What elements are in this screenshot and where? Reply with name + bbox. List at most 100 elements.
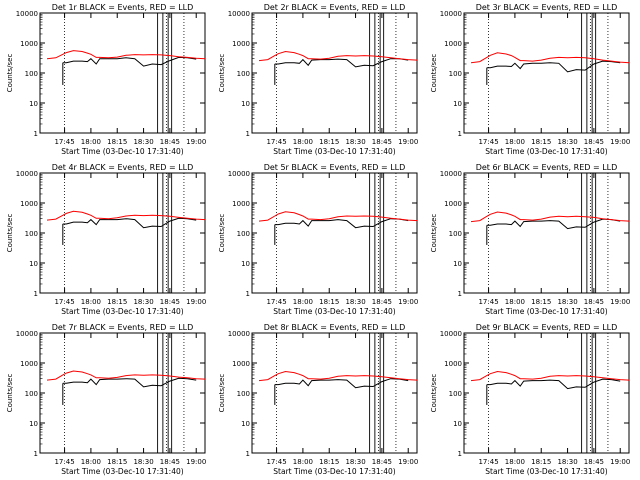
x-tick-label: 17:45 — [54, 298, 74, 306]
y-tick-label: 100 — [449, 70, 462, 78]
lld-series-line — [46, 210, 206, 221]
x-tick-label: 18:30 — [345, 298, 365, 306]
x-tick-label: 18:15 — [107, 458, 127, 466]
y-tick-label: 10000 — [16, 10, 38, 18]
x-tick-label: 19:00 — [398, 138, 418, 146]
x-tick-label: 18:00 — [293, 298, 313, 306]
x-tick-label: 18:30 — [557, 458, 577, 466]
x-tick-label: 19:00 — [398, 298, 418, 306]
gap-bar — [157, 172, 164, 294]
y-tick-label: 1000 — [232, 360, 250, 368]
gap-bar — [581, 332, 588, 454]
x-tick-label: 19:00 — [610, 298, 630, 306]
y-axis-label: Counts/sec — [218, 214, 226, 253]
lld-series-line — [470, 211, 630, 223]
panel-title: Det 1r BLACK = Events, RED = LLD — [52, 3, 194, 12]
y-axis-label: Counts/sec — [430, 374, 438, 413]
x-tick-label: 18:00 — [81, 298, 101, 306]
events-series-line — [62, 217, 197, 229]
events-series-line — [486, 60, 621, 73]
y-tick-label: 100 — [237, 230, 250, 238]
y-tick-label: 1 — [458, 450, 462, 458]
y-tick-label: 10000 — [228, 170, 250, 178]
y-tick-label: 100 — [449, 230, 462, 238]
y-tick-label: 100 — [449, 390, 462, 398]
x-tick-label: 19:00 — [186, 138, 206, 146]
gap-bar — [379, 172, 385, 294]
detector-panel: Det 6r BLACK = Events, RED = LLD 1 10 100 10… — [430, 163, 630, 316]
y-axis-label: Counts/sec — [430, 214, 438, 253]
detector-panel: Det 1r BLACK = Events, RED = LLD 1 10 100 10… — [6, 3, 206, 156]
x-axis-label: Start Time (03-Dec-10 17:31:40) — [485, 147, 607, 156]
gap-bar — [369, 332, 376, 454]
x-tick-label: 17:45 — [54, 138, 74, 146]
y-tick-label: 10000 — [440, 170, 462, 178]
events-series-line — [62, 56, 197, 67]
x-tick-label: 18:30 — [557, 298, 577, 306]
x-tick-label: 18:45 — [584, 298, 604, 306]
y-tick-label: 10 — [453, 260, 462, 268]
x-tick-label: 17:45 — [478, 138, 498, 146]
y-axis-label: Counts/sec — [218, 374, 226, 413]
y-tick-label: 1 — [34, 290, 38, 298]
gap-bar — [167, 12, 173, 134]
lld-series-line — [258, 370, 418, 382]
y-tick-label: 1 — [246, 130, 250, 138]
lld-series-line — [46, 370, 206, 381]
x-tick-label: 19:00 — [610, 458, 630, 466]
y-tick-label: 10000 — [228, 10, 250, 18]
x-tick-label: 18:30 — [557, 138, 577, 146]
panel-title: Det 5r BLACK = Events, RED = LLD — [264, 163, 406, 172]
y-axis-label: Counts/sec — [6, 374, 14, 413]
lld-series-line — [258, 50, 418, 62]
x-axis-label: Start Time (03-Dec-10 17:31:40) — [485, 467, 607, 476]
y-tick-label: 10 — [453, 420, 462, 428]
gap-bar — [581, 172, 588, 294]
panel-title: Det 4r BLACK = Events, RED = LLD — [52, 163, 194, 172]
y-tick-label: 10000 — [440, 10, 462, 18]
y-tick-label: 100 — [25, 230, 38, 238]
events-series-line — [274, 58, 409, 68]
y-tick-label: 1000 — [444, 200, 462, 208]
x-tick-label: 18:30 — [133, 458, 153, 466]
gap-bar — [369, 12, 376, 134]
gap-bar — [157, 12, 164, 134]
x-tick-label: 18:15 — [531, 458, 551, 466]
x-tick-label: 18:00 — [505, 458, 525, 466]
y-tick-label: 10 — [241, 420, 250, 428]
y-tick-label: 100 — [25, 70, 38, 78]
y-tick-label: 10 — [241, 100, 250, 108]
x-tick-label: 18:15 — [531, 138, 551, 146]
x-tick-label: 18:00 — [81, 138, 101, 146]
lld-series-line — [258, 211, 418, 222]
x-tick-label: 18:15 — [531, 298, 551, 306]
y-axis-label: Counts/sec — [218, 54, 226, 93]
y-tick-label: 1000 — [20, 200, 38, 208]
x-tick-label: 18:30 — [133, 298, 153, 306]
y-axis-label: Counts/sec — [6, 54, 14, 93]
y-axis-label: Counts/sec — [6, 214, 14, 253]
x-tick-label: 18:15 — [319, 298, 339, 306]
x-axis-label: Start Time (03-Dec-10 17:31:40) — [61, 467, 183, 476]
x-tick-label: 18:45 — [372, 298, 392, 306]
gap-bar — [369, 172, 376, 294]
events-series-line — [62, 377, 197, 388]
x-tick-label: 18:30 — [133, 138, 153, 146]
gap-bar — [167, 332, 173, 454]
y-tick-label: 10000 — [16, 330, 38, 338]
detector-panel: Det 8r BLACK = Events, RED = LLD 1 10 100 10… — [218, 323, 418, 476]
detector-panel: Det 9r BLACK = Events, RED = LLD 1 10 100 10… — [430, 323, 630, 476]
x-axis-label: Start Time (03-Dec-10 17:31:40) — [273, 147, 395, 156]
x-tick-label: 17:45 — [266, 458, 286, 466]
gap-bar — [379, 12, 385, 134]
x-tick-label: 17:45 — [478, 458, 498, 466]
x-axis-label: Start Time (03-Dec-10 17:31:40) — [485, 307, 607, 316]
detector-panel: Det 7r BLACK = Events, RED = LLD 1 10 100 10… — [6, 323, 206, 476]
x-tick-label: 18:30 — [345, 458, 365, 466]
x-axis-label: Start Time (03-Dec-10 17:31:40) — [61, 147, 183, 156]
y-tick-label: 100 — [237, 390, 250, 398]
y-tick-label: 1000 — [444, 40, 462, 48]
detector-panel: Det 5r BLACK = Events, RED = LLD 1 10 100 10… — [218, 163, 418, 316]
y-tick-label: 100 — [25, 390, 38, 398]
detector-panel: Det 4r BLACK = Events, RED = LLD 1 10 100 10… — [6, 163, 206, 316]
